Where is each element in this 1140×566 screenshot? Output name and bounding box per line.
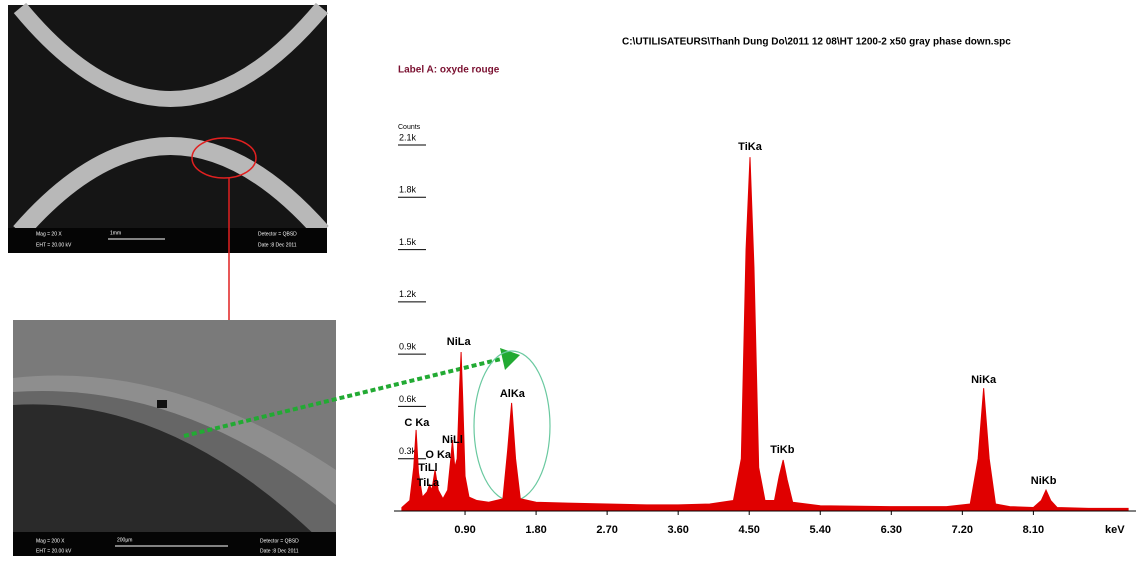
y-tick-label: 2.1k xyxy=(399,132,417,142)
micrograph-low-mag: Mag = 20 X EHT = 20.00 kV 1mm Detector =… xyxy=(8,2,329,253)
peak-label: NiLl xyxy=(442,434,463,446)
spectrum-label: Label A: oxyde rouge xyxy=(398,65,500,76)
peak-label: TiLa xyxy=(417,477,440,489)
arrow-head xyxy=(500,348,520,370)
mag: Mag = 20 X xyxy=(36,231,62,237)
x-tick-label: 8.10 xyxy=(1023,524,1044,536)
y-axis-label: Counts xyxy=(398,124,421,131)
eht: EHT = 20.00 kV xyxy=(36,548,72,554)
peak-label: TiKa xyxy=(738,141,763,153)
peak-label: O Ka xyxy=(425,449,452,461)
y-tick-label: 1.8k xyxy=(399,185,417,195)
file-path: C:\UTILISATEURS\Thanh Dung Do\2011 12 08… xyxy=(622,37,1011,48)
x-tick-label: 7.20 xyxy=(952,524,973,536)
detector: Detector = QBSD xyxy=(260,538,299,544)
mag: Mag = 200 X xyxy=(36,538,65,544)
y-tick-label: 1.2k xyxy=(399,289,417,299)
x-axis-label: keV xyxy=(1105,524,1125,536)
peak-label: NiKa xyxy=(971,374,997,386)
peak-label: TiLl xyxy=(418,462,437,474)
x-tick-label: 1.80 xyxy=(525,524,546,536)
x-tick-label: 3.60 xyxy=(667,524,688,536)
detector: Detector = QBSD xyxy=(258,231,297,237)
x-tick-label: 4.50 xyxy=(739,524,760,536)
y-tick-label: 0.9k xyxy=(399,342,417,352)
eht: EHT = 20.00 kV xyxy=(36,242,72,248)
y-tick-label: 1.5k xyxy=(399,237,417,247)
date: Date :8 Dec 2011 xyxy=(260,548,299,554)
peak-label: TiKb xyxy=(770,444,795,456)
x-tick-label: 2.70 xyxy=(596,524,617,536)
x-tick-label: 6.30 xyxy=(881,524,902,536)
scale: 200µm xyxy=(117,537,132,543)
y-tick-label: 0.3k xyxy=(399,446,417,456)
spectrum xyxy=(401,157,1129,512)
peak-label: NiKb xyxy=(1031,475,1057,487)
x-tick-label: 5.40 xyxy=(810,524,831,536)
peak-label: C Ka xyxy=(404,417,430,429)
micrograph-high-mag: Mag = 200 X EHT = 20.00 kV 200µm Detecto… xyxy=(13,320,336,556)
dashed-arrow xyxy=(183,356,506,438)
y-tick-label: 0.6k xyxy=(399,394,417,404)
x-tick-label: 0.90 xyxy=(454,524,475,536)
date: Date :8 Dec 2011 xyxy=(258,242,297,248)
scale: 1mm xyxy=(110,230,121,236)
peak-label: AlKa xyxy=(500,388,526,400)
peak-label: NiLa xyxy=(447,336,472,348)
